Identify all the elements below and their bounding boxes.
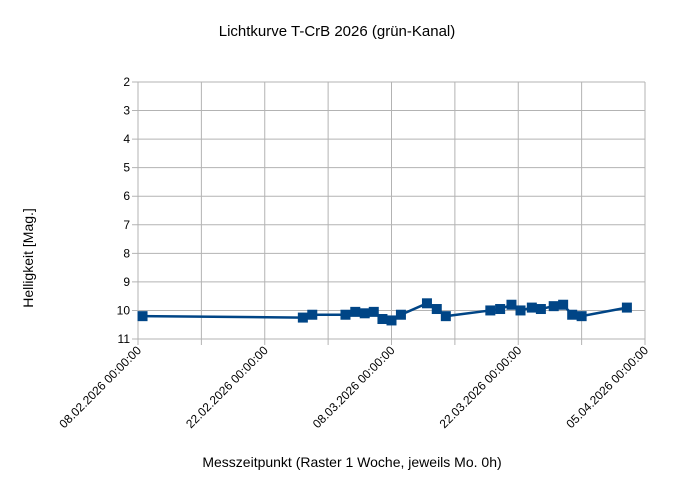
data-point-marker — [386, 315, 397, 326]
data-point-marker — [350, 306, 361, 317]
y-axis-label: Helligkeit [Mag.] — [20, 208, 36, 308]
x-tick-label: 22.03.2026 00:00:00 — [437, 343, 525, 431]
y-tick-label: 4 — [123, 132, 130, 146]
y-tick-label: 9 — [123, 275, 130, 289]
x-tick-label: 22.02.2026 00:00:00 — [183, 343, 271, 431]
data-point-marker — [621, 302, 632, 313]
data-point-marker — [137, 311, 148, 322]
data-point-marker — [395, 309, 406, 320]
y-tick-label: 8 — [123, 246, 130, 260]
data-point-marker — [485, 305, 496, 316]
data-point-marker — [377, 314, 388, 325]
x-axis-label: Messzeitpunkt (Raster 1 Woche, jeweils M… — [202, 454, 501, 470]
data-point-marker — [359, 308, 370, 319]
data-point-marker — [340, 309, 351, 320]
y-tick-label: 3 — [123, 104, 130, 118]
data-point-marker — [368, 306, 379, 317]
data-point-marker — [307, 309, 318, 320]
y-tick-label: 7 — [123, 218, 130, 232]
grid — [132, 81, 646, 345]
y-tick-label: 10 — [117, 303, 131, 317]
x-tick-label: 08.03.2026 00:00:00 — [310, 343, 398, 431]
y-tick-label: 5 — [123, 161, 130, 175]
y-tick-label: 2 — [123, 75, 130, 89]
x-tick-label: 05.04.2026 00:00:00 — [563, 343, 651, 431]
y-tick-label: 11 — [118, 332, 131, 346]
data-point-marker — [535, 304, 546, 315]
data-point-marker — [506, 299, 517, 310]
data-point-marker — [495, 304, 506, 315]
data-point-marker — [526, 302, 537, 313]
data-point-marker — [567, 309, 578, 320]
data-point-marker — [548, 301, 559, 312]
data-point-marker — [576, 311, 587, 322]
x-tick-label: 08.02.2026 00:00:00 — [56, 343, 144, 431]
chart-title: Lichtkurve T-CrB 2026 (grün-Kanal) — [219, 23, 456, 40]
y-tick-label: 6 — [123, 189, 130, 203]
data-point-marker — [431, 304, 442, 315]
data-series — [137, 298, 632, 326]
data-point-marker — [440, 311, 451, 322]
data-point-marker — [297, 312, 308, 323]
data-point-marker — [558, 299, 569, 310]
data-point-marker — [515, 305, 526, 316]
data-point-marker — [421, 298, 432, 309]
